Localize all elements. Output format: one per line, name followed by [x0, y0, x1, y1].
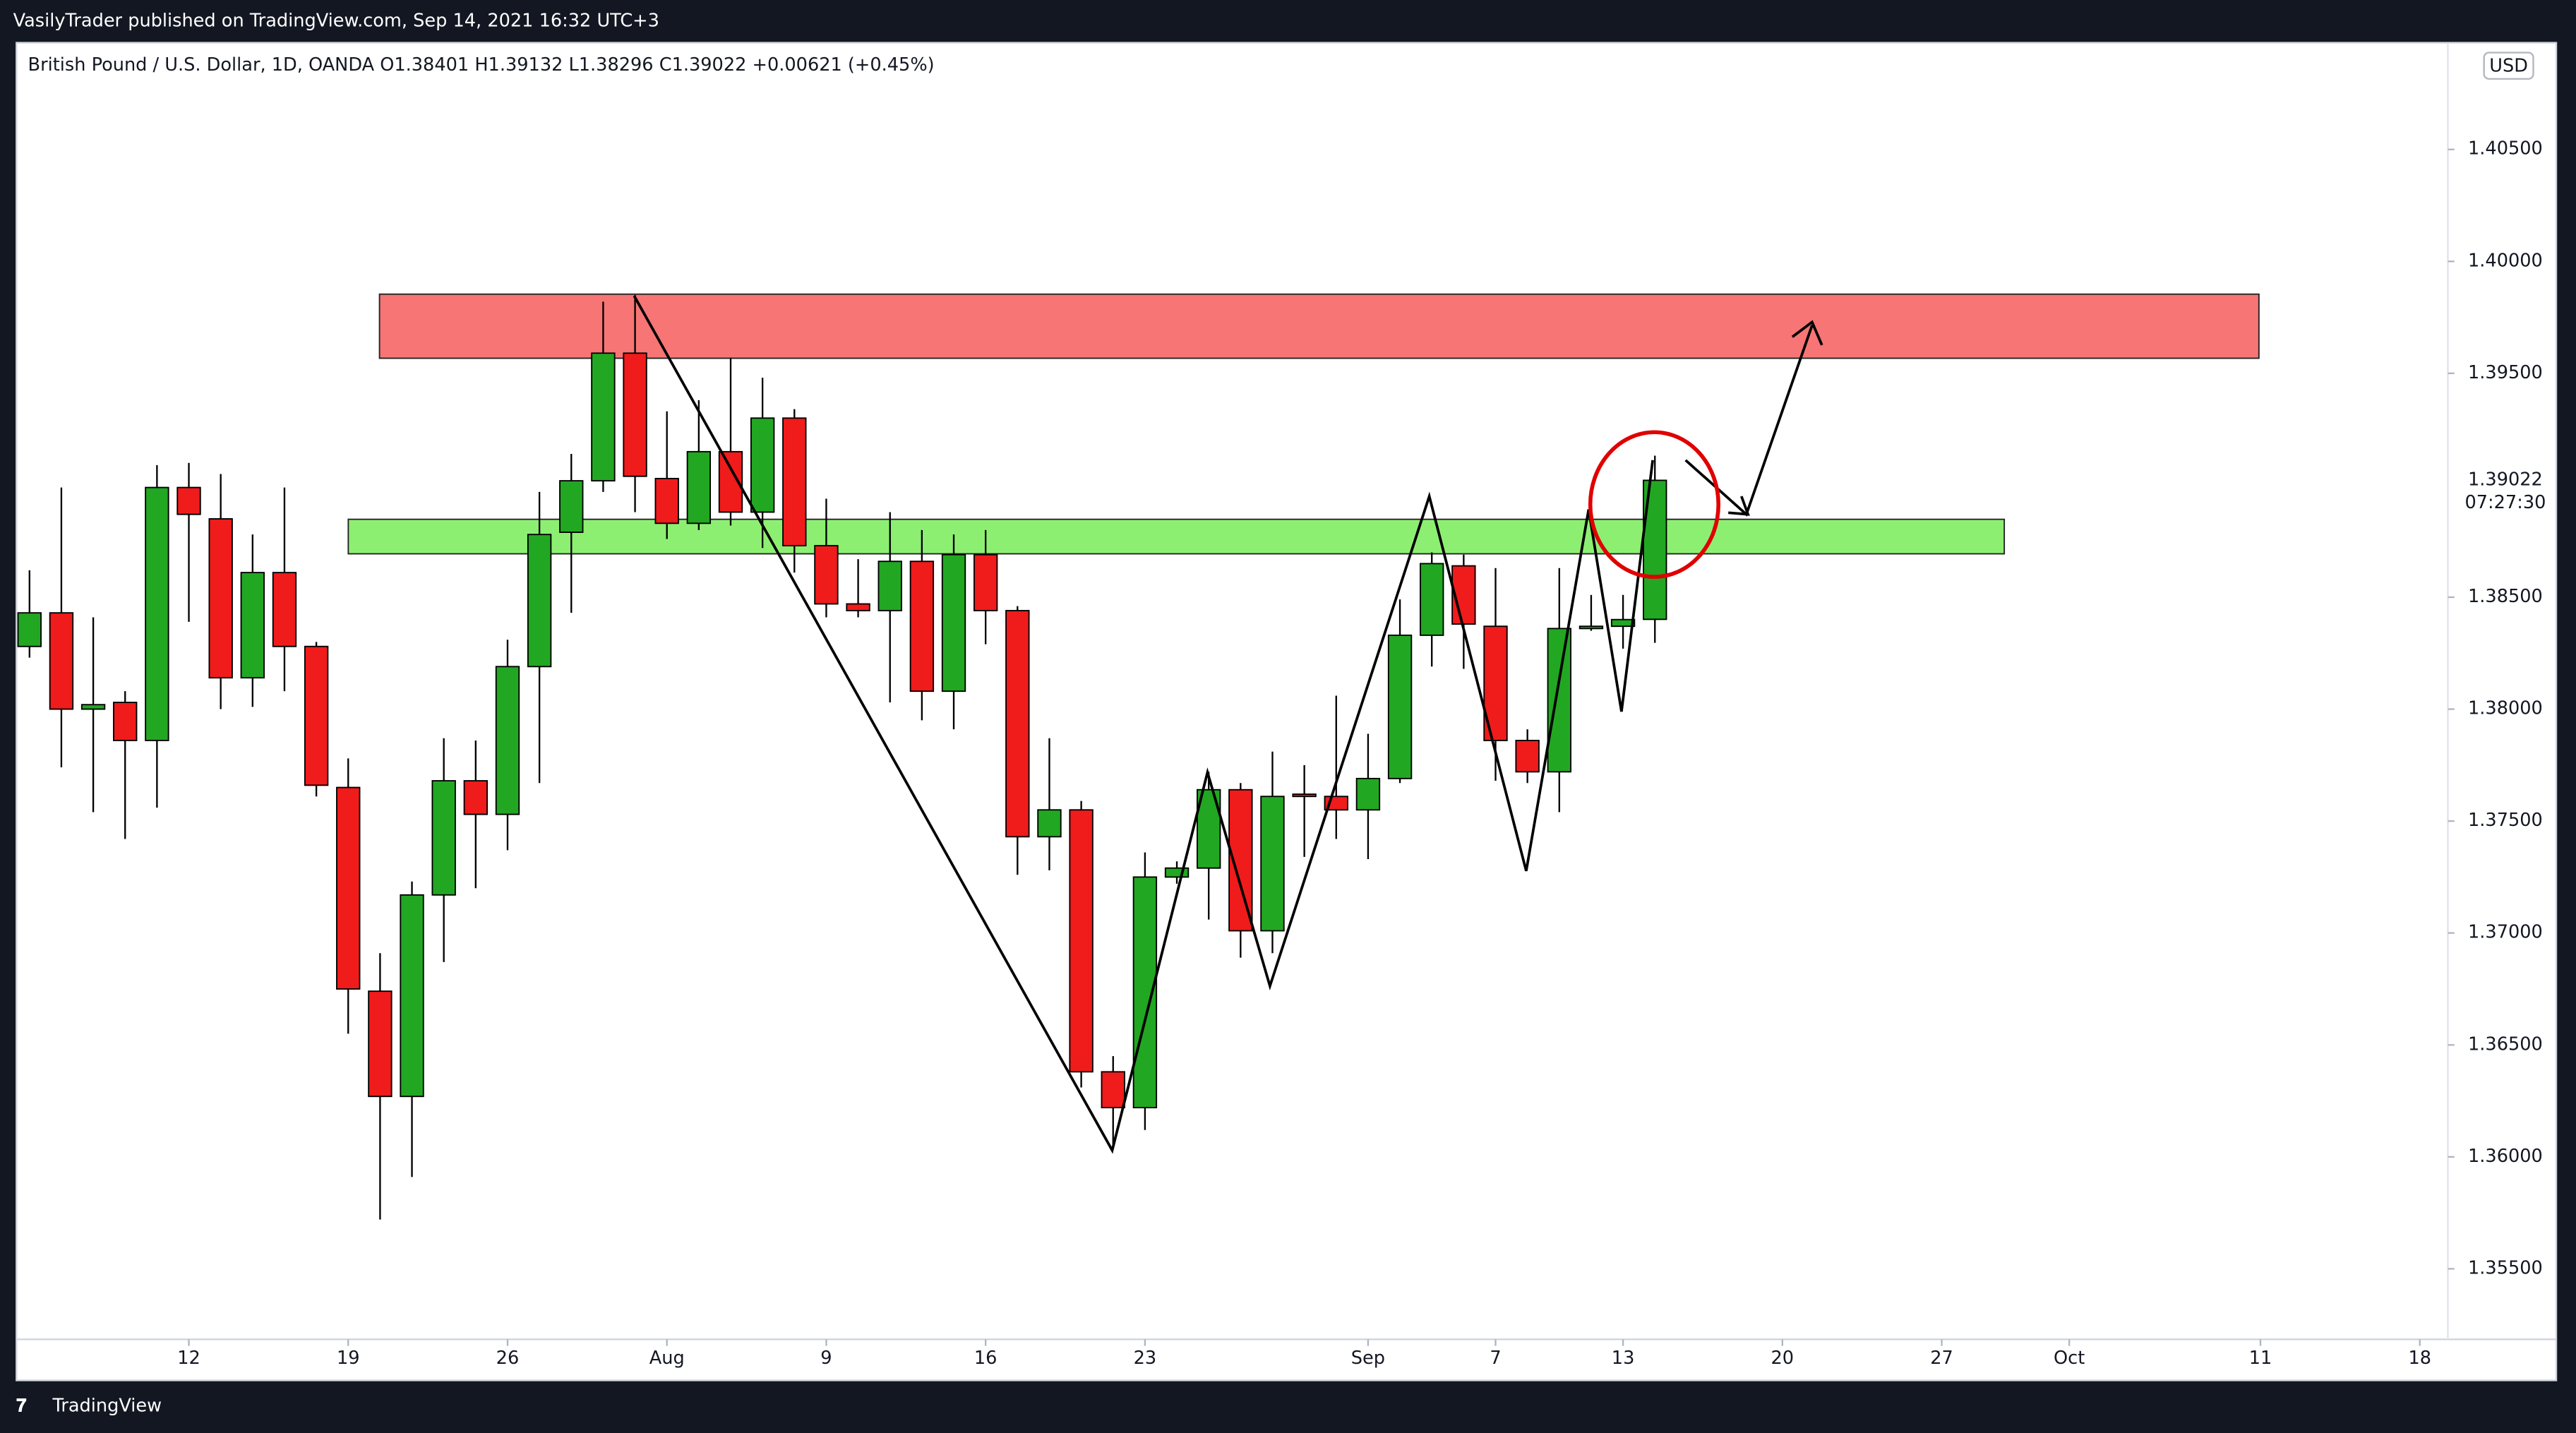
y-tick-label: 1.35500 — [2468, 1257, 2543, 1278]
x-tick-label: 13 — [1612, 1348, 1635, 1369]
candle-body — [336, 786, 361, 990]
candle-body — [654, 477, 679, 524]
candle-body — [1069, 809, 1094, 1073]
candle-body — [80, 704, 106, 710]
y-tick-label: 1.37000 — [2468, 922, 2543, 943]
candle-body — [846, 603, 870, 611]
highlight-circle — [1588, 430, 1721, 579]
resistance-zone — [378, 293, 2260, 359]
arrow-head — [1791, 320, 1823, 346]
candle-body — [1420, 563, 1444, 636]
x-tick-label: 12 — [177, 1348, 200, 1369]
x-tick-label: 18 — [2408, 1348, 2431, 1369]
candle-body — [559, 480, 584, 533]
x-tick-label: 11 — [2249, 1348, 2272, 1369]
candle-body — [814, 545, 839, 605]
x-tick-label: 19 — [337, 1348, 360, 1369]
candle-body — [782, 417, 807, 546]
last-price-label: 1.39022 — [2468, 469, 2543, 490]
candle-body — [368, 990, 393, 1098]
candle-body — [909, 560, 935, 692]
candle-body — [877, 560, 902, 611]
x-tick-label: 16 — [974, 1348, 998, 1369]
candle-body — [176, 486, 201, 515]
candle-body — [1578, 625, 1604, 630]
candle-body — [591, 352, 616, 482]
y-tick-label: 1.36500 — [2468, 1033, 2543, 1055]
support-zone — [347, 518, 2006, 555]
x-tick-label: Aug — [649, 1348, 685, 1369]
zones — [347, 293, 2260, 555]
candle-body — [113, 702, 138, 741]
candle-body — [1164, 867, 1190, 878]
candle-body — [750, 417, 775, 513]
candle-body — [1610, 618, 1636, 628]
candle-body — [431, 780, 456, 896]
candle-body — [1005, 610, 1030, 838]
y-tick-label: 1.36000 — [2468, 1146, 2543, 1167]
y-tick-label: 1.39500 — [2468, 362, 2543, 383]
candle-body — [1515, 740, 1540, 773]
candle-body — [1292, 793, 1317, 798]
y-tick-label: 1.38500 — [2468, 586, 2543, 607]
candle-body — [49, 612, 74, 710]
x-tick-label: 26 — [496, 1348, 520, 1369]
y-tick-label: 1.40500 — [2468, 138, 2543, 160]
candle-body — [527, 534, 552, 668]
candle-body — [208, 518, 233, 679]
currency-badge[interactable] — [2483, 52, 2534, 80]
x-tick-label: 20 — [1771, 1348, 1795, 1369]
candle-body — [1355, 777, 1381, 811]
candle-body — [941, 553, 966, 692]
chart-panel — [16, 42, 2558, 1381]
brand-logo: 𝟕 — [16, 1396, 27, 1417]
last-price-tag — [2449, 465, 2555, 515]
x-tick-label: 27 — [1930, 1348, 1953, 1369]
x-tick-label: Sep — [1351, 1348, 1385, 1369]
x-tick-label: Oct — [2054, 1348, 2085, 1369]
candle-body — [1037, 809, 1062, 838]
candle-body — [1387, 634, 1413, 779]
candle-body — [1547, 628, 1571, 773]
arrow-head — [1728, 496, 1750, 516]
candle-body — [686, 450, 712, 524]
y-tick-label: 1.38000 — [2468, 698, 2543, 719]
candle-body — [304, 645, 329, 786]
zigzag — [633, 295, 1654, 1154]
brand: TradingView — [52, 1396, 162, 1417]
candle-body — [145, 486, 169, 741]
axes: 1.40500 1.40000 1.39500 1.38500 1.38000 1.375… — [177, 138, 2555, 1369]
drawings — [633, 295, 1823, 1154]
chart-title: British Pound / U.S. Dollar, 1D, OANDA O… — [28, 54, 935, 76]
x-tick-label: 7 — [1490, 1348, 1501, 1369]
y-tick-label: 1.37500 — [2468, 810, 2543, 831]
candle-body — [17, 612, 42, 647]
countdown: 07:27:30 — [2464, 492, 2546, 513]
candle-body — [463, 780, 489, 815]
candle-body — [623, 352, 647, 477]
currency: USD — [2489, 55, 2528, 76]
candle-body — [973, 553, 998, 611]
y-tick-label: 1.40000 — [2468, 250, 2543, 271]
candle-body — [272, 572, 297, 647]
candle-body — [1643, 479, 1667, 620]
candle-body — [495, 666, 520, 815]
candle-body — [400, 894, 424, 1098]
x-tick-label: 23 — [1134, 1348, 1157, 1369]
published-line: VasilyTrader published on TradingView.co… — [13, 10, 659, 31]
x-tick-label: 9 — [820, 1348, 832, 1369]
candle-body — [1260, 796, 1285, 932]
candle-body — [1101, 1071, 1125, 1108]
candle-body — [240, 572, 265, 679]
